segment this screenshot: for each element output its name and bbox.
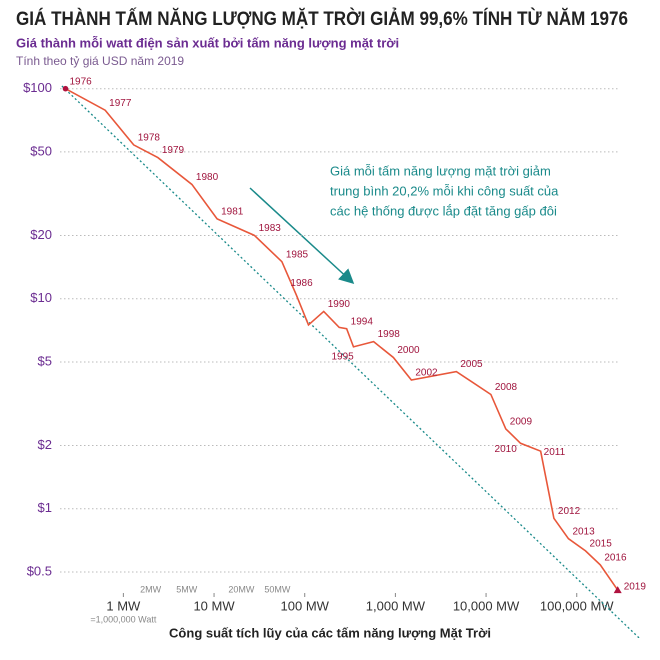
y-tick-label: $5 — [38, 353, 52, 368]
y-tick-label: $0.5 — [27, 563, 52, 578]
minor-x-tick-label: 50MW — [264, 584, 291, 594]
year-label: 2013 — [572, 526, 595, 537]
x-tick-label: 10,000 MW — [453, 598, 520, 613]
year-label: 1977 — [109, 98, 132, 109]
year-label: 2015 — [590, 539, 613, 550]
year-label: 2000 — [397, 345, 420, 356]
y-tick-label: $100 — [23, 80, 52, 95]
year-label: 1978 — [138, 133, 161, 144]
end-point — [613, 586, 622, 594]
x-tick-label: 1,000 MW — [366, 598, 426, 613]
year-label: 1981 — [221, 207, 244, 218]
y-tick-label: $20 — [30, 227, 52, 242]
year-label: 1983 — [259, 223, 282, 234]
year-label: 1994 — [351, 316, 374, 327]
y-tick-label: $1 — [38, 500, 52, 515]
chart-note: Tính theo tỷ giá USD năm 2019 — [16, 54, 184, 68]
year-label: 2009 — [510, 417, 533, 428]
year-label: 2002 — [415, 368, 438, 379]
minor-x-tick-label: 5MW — [176, 584, 198, 594]
chart-subtitle: Giá thành mỗi watt điện sản xuất bởi tấm… — [16, 35, 399, 50]
annotation: Giá mỗi tấm năng lượng mặt trời giảm — [330, 163, 551, 178]
x-axis-title: Công suất tích lũy của các tấm năng lượn… — [169, 625, 491, 640]
year-label: 2008 — [495, 382, 518, 393]
plot: $100 $50 $20 $10 $5 $2 $1 $0.5 1 MW 10 MW 100 MW 1,… — [23, 76, 647, 638]
year-label: 2011 — [544, 447, 566, 458]
year-label: 1998 — [378, 329, 401, 340]
year-label: 1976 — [70, 76, 93, 87]
price-line — [65, 87, 619, 591]
x-tick-label: 1 MW — [106, 598, 141, 613]
year-label: 1979 — [162, 145, 185, 156]
trend-line — [61, 85, 641, 638]
x-tick-label: 10 MW — [193, 598, 235, 613]
minor-x-tick-label: 20MW — [228, 584, 255, 594]
x-note: =1,000,000 Watt — [90, 614, 156, 624]
y-tick-label: $10 — [30, 290, 52, 305]
year-label: 1985 — [286, 249, 309, 260]
y-tick-label: $50 — [30, 143, 52, 158]
minor-x-tick-label: 2MW — [140, 584, 162, 594]
year-label: 2005 — [460, 359, 483, 370]
x-tick-label: 100,000 MW — [540, 598, 614, 613]
year-label: 2010 — [495, 444, 518, 455]
year-label: 1980 — [196, 172, 219, 183]
x-tick-label: 100 MW — [281, 598, 330, 613]
year-label: 2016 — [604, 553, 627, 564]
year-label: 1986 — [290, 278, 313, 289]
year-label: 1990 — [328, 299, 351, 310]
year-label: 2019 — [624, 582, 647, 593]
start-point — [62, 85, 69, 92]
year-label: 2012 — [558, 506, 581, 517]
annotation: trung bình 20,2% mỗi khi công suất của — [330, 183, 559, 198]
year-label: 1995 — [331, 351, 354, 362]
chart-title: GIÁ THÀNH TẤM NĂNG LƯỢNG MẶT TRỜI GIẢM 9… — [16, 8, 628, 30]
annotation: các hệ thống được lắp đặt tăng gấp đôi — [330, 203, 557, 218]
y-tick-label: $2 — [38, 437, 52, 452]
